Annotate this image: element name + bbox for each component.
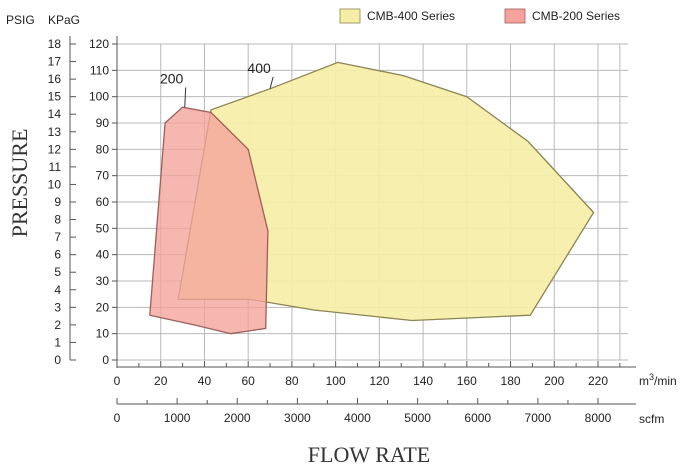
y-psig-tick-label-7: 7 — [54, 230, 61, 244]
x-scfm-tick-label-3: 3000 — [284, 411, 311, 425]
y-psig-tick-label-5: 5 — [54, 265, 61, 279]
y-psig-tick-label-11: 11 — [49, 160, 62, 174]
x-scfm-tick-label-7: 7000 — [525, 411, 552, 425]
x-axis-m3-ticks: 0 20 40 60 80 100 120 140 160 180 200 220 — [114, 361, 621, 388]
series-areas — [149, 61, 595, 335]
legend-swatch-cmb-200 — [504, 8, 526, 24]
x-m3-tick-label-10: 200 — [544, 374, 564, 388]
y-psig-tick-label-8: 8 — [54, 213, 61, 227]
y-psig-tick-label-18: 18 — [48, 37, 62, 51]
x-scfm-tick-label-6: 6000 — [464, 411, 491, 425]
y-kpag-tick-label-2: 20 — [96, 300, 110, 314]
y-psig-tick-label-4: 4 — [54, 283, 61, 297]
x-m3-tick-label-8: 160 — [457, 374, 477, 388]
y-psig-tick-label-1: 1 — [54, 335, 61, 349]
x-m3-tick-label-7: 140 — [413, 374, 433, 388]
x-m3-tick-label-9: 180 — [501, 374, 521, 388]
series-area-cmb-400-series — [177, 61, 595, 322]
x-m3-tick-label-4: 80 — [285, 374, 299, 388]
callout-leader-200 — [184, 87, 187, 108]
y-kpag-tick-label-10: 100 — [89, 90, 109, 104]
y-kpag-tick-label-4: 40 — [96, 248, 110, 262]
x-m3-tick-label-3: 60 — [242, 374, 256, 388]
x-m3-tick-label-1: 20 — [154, 374, 168, 388]
y-psig-tick-label-16: 16 — [48, 72, 62, 86]
x-scfm-tick-label-0: 0 — [114, 411, 121, 425]
series-callouts: 200 400 — [160, 60, 274, 108]
legend-label-cmb-400: CMB-400 Series — [367, 9, 455, 23]
legend: CMB-400 Series CMB-200 Series — [339, 8, 620, 24]
y-kpag-tick-label-0: 0 — [102, 353, 109, 367]
y-psig-tick-label-13: 13 — [48, 125, 62, 139]
callout-label-200: 200 — [160, 71, 184, 87]
y-unit-psig: PSIG — [6, 13, 35, 27]
x-axis-title: FLOW RATE — [308, 442, 430, 467]
x-scfm-tick-label-8: 8000 — [585, 411, 612, 425]
y-psig-tick-label-9: 9 — [54, 195, 61, 209]
x-unit-scfm: scfm — [639, 412, 664, 426]
series-area-cmb-200-series — [149, 106, 269, 335]
x-m3-tick-label-5: 100 — [326, 374, 346, 388]
y-kpag-tick-label-5: 50 — [96, 221, 110, 235]
y-kpag-tick-label-8: 80 — [96, 142, 110, 156]
y-kpag-tick-label-7: 70 — [96, 169, 110, 183]
y-psig-tick-label-3: 3 — [54, 300, 61, 314]
x-axis-scfm-ticks: 0 1000 2000 3000 4000 5000 6000 7000 8000 — [114, 398, 612, 425]
y-axis-title: PRESSURE — [7, 129, 32, 238]
y-psig-tick-label-2: 2 — [54, 318, 61, 332]
callout-label-400: 400 — [247, 60, 271, 76]
y-kpag-tick-label-6: 60 — [96, 195, 110, 209]
x-scfm-tick-label-4: 4000 — [344, 411, 371, 425]
y-psig-tick-label-0: 0 — [54, 353, 61, 367]
y-psig-tick-label-14: 14 — [48, 107, 62, 121]
y-psig-tick-label-12: 12 — [48, 142, 62, 156]
x-m3-tick-label-2: 40 — [198, 374, 212, 388]
y-psig-tick-label-15: 15 — [48, 90, 62, 104]
y-kpag-tick-label-9: 90 — [96, 116, 110, 130]
y-psig-tick-label-6: 6 — [54, 248, 61, 262]
x-m3-tick-label-6: 120 — [369, 374, 389, 388]
y-kpag-tick-label-3: 30 — [96, 274, 110, 288]
legend-label-cmb-200: CMB-200 Series — [532, 9, 620, 23]
callout-leader-400 — [269, 76, 274, 89]
y-unit-kpag: KPaG — [48, 13, 80, 27]
legend-swatch-cmb-400 — [339, 8, 361, 24]
x-m3-tick-label-0: 0 — [114, 374, 121, 388]
x-unit-m3: m3/min — [639, 372, 677, 388]
y-kpag-tick-label-1: 10 — [96, 327, 110, 341]
x-m3-tick-label-11: 220 — [588, 374, 608, 388]
axes — [69, 36, 636, 405]
y-psig-tick-label-17: 17 — [48, 55, 62, 69]
x-scfm-tick-label-2: 2000 — [224, 411, 251, 425]
x-scfm-tick-label-5: 5000 — [404, 411, 431, 425]
x-scfm-tick-label-1: 1000 — [164, 411, 191, 425]
y-psig-tick-label-10: 10 — [48, 177, 62, 191]
y-kpag-tick-label-11: 110 — [90, 63, 109, 77]
y-axis-kpag-ticks: 0 10 20 30 40 50 60 70 80 90 100 110 120 — [89, 37, 117, 367]
y-kpag-tick-label-12: 120 — [89, 37, 109, 51]
